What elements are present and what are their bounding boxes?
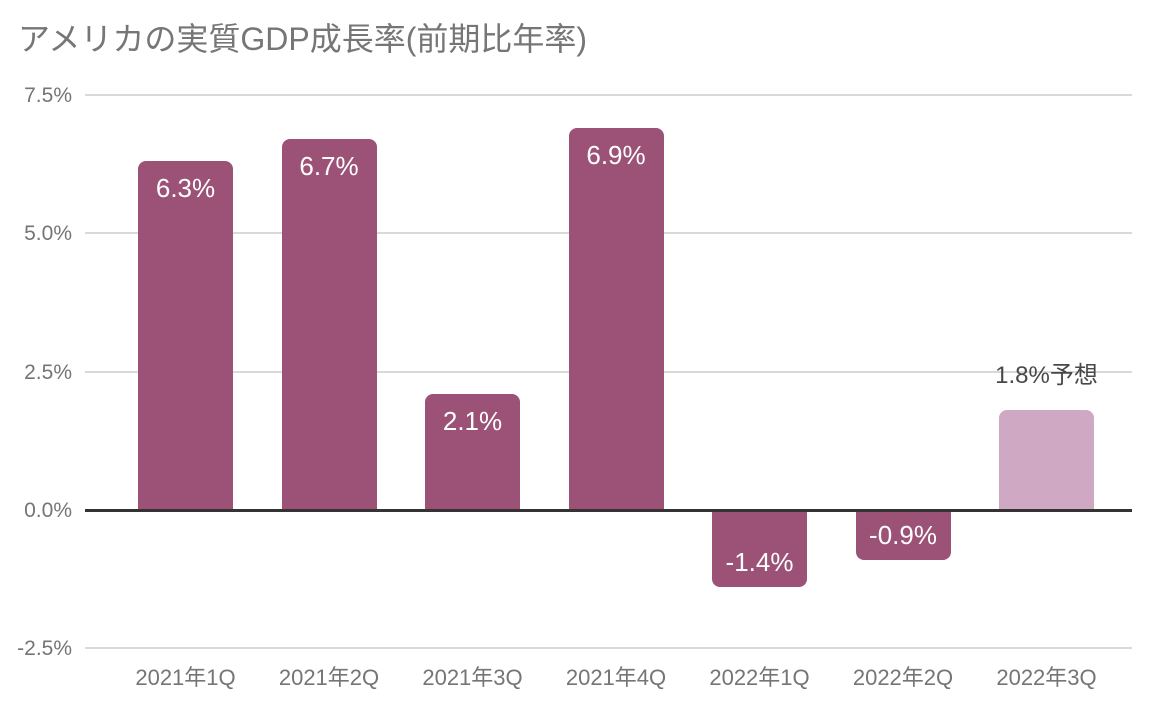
x-axis-label: 2022年3Q: [996, 665, 1097, 690]
gridline: [85, 94, 1132, 96]
bar-value-label: -0.9%: [869, 519, 937, 550]
bar[interactable]: [999, 410, 1094, 510]
x-axis-label: 2021年3Q: [422, 665, 523, 690]
bar-value-label: 2.1%: [442, 405, 503, 436]
zero-axis-line: [85, 508, 1132, 512]
x-axis-label: 2021年4Q: [565, 665, 667, 690]
forecast-label: 1.8%予想: [995, 362, 1098, 390]
x-axis-label: 2022年2Q: [852, 665, 954, 690]
bar-value-label: -1.4%: [725, 547, 794, 578]
bar-value-label: 6.3%: [155, 173, 216, 204]
chart-title: アメリカの実質GDP成長率(前期比年率): [18, 21, 588, 57]
x-axis-label: 2021年2Q: [278, 665, 380, 690]
bar-value-label: 6.7%: [299, 151, 359, 182]
y-tick-label: 5.0%: [24, 222, 72, 246]
y-tick-label: 2.5%: [24, 360, 72, 384]
x-axis-label: 2022年1Q: [709, 665, 810, 690]
bar[interactable]: [855, 509, 951, 560]
y-tick-label: 0.0%: [24, 498, 72, 522]
y-tick-label: -2.5%: [17, 637, 72, 660]
y-tick-label: 7.5%: [24, 84, 72, 107]
bar[interactable]: [281, 139, 377, 510]
bar[interactable]: [712, 509, 807, 588]
gridline: [85, 647, 1132, 649]
bar-value-label: 6.9%: [586, 140, 646, 171]
x-axis-label: 2021年1Q: [135, 665, 236, 690]
bar[interactable]: [138, 161, 233, 510]
bar[interactable]: [425, 393, 520, 510]
bar[interactable]: [568, 128, 664, 510]
